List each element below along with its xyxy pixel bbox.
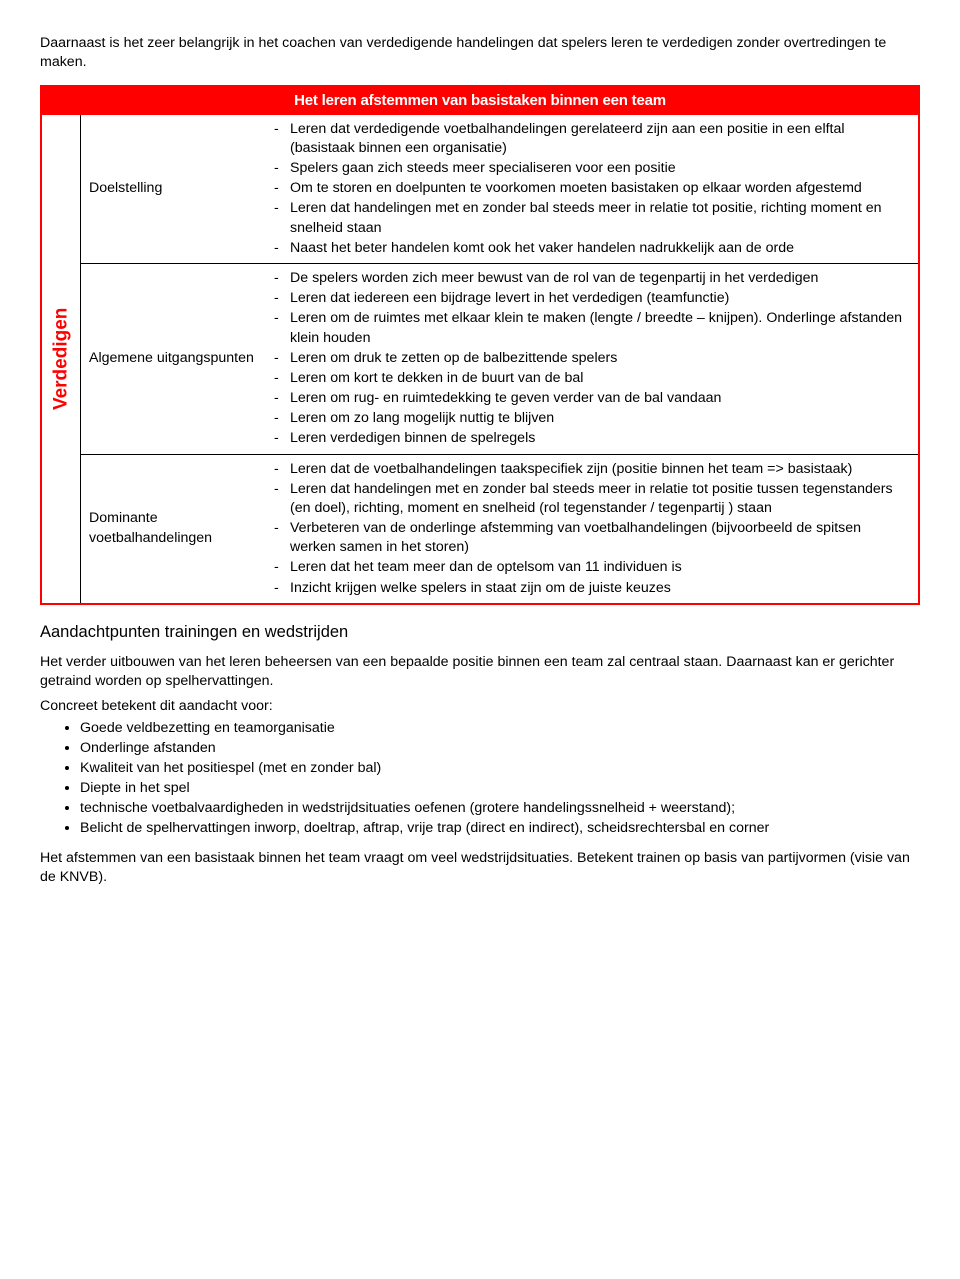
paragraph: Concreet betekent dit aandacht voor: bbox=[40, 697, 920, 716]
list-item: Leren om druk te zetten op de balbezitte… bbox=[288, 349, 910, 368]
table-row: Algemene uitgangspunten De spelers worde… bbox=[81, 263, 918, 454]
rotated-side-label: Verdedigen bbox=[48, 308, 74, 410]
row-content: Leren dat verdedigende voetbalhandelinge… bbox=[266, 115, 918, 263]
bullet-list: Goede veldbezetting en teamorganisatie O… bbox=[40, 719, 920, 839]
row-content: De spelers worden zich meer bewust van d… bbox=[266, 264, 918, 454]
closing-paragraph: Het afstemmen van een basistaak binnen h… bbox=[40, 849, 920, 887]
row-label-text: Dominante voetbalhandelingen bbox=[89, 509, 258, 547]
list-item: Om te storen en doelpunten te voorkomen … bbox=[288, 179, 910, 198]
list-item: Inzicht krijgen welke spelers in staat z… bbox=[288, 579, 910, 598]
list-item: Leren dat handelingen met en zonder bal … bbox=[288, 480, 910, 518]
list-item: Naast het beter handelen komt ook het va… bbox=[288, 239, 910, 258]
list-item: Leren dat de voetbalhandelingen taakspec… bbox=[288, 460, 910, 479]
list-item: Leren om rug- en ruimtedekking te geven … bbox=[288, 389, 910, 408]
list-item: Leren om zo lang mogelijk nuttig te blij… bbox=[288, 409, 910, 428]
list-item: technische voetbalvaardigheden in wedstr… bbox=[80, 799, 920, 818]
list-item: Leren verdedigen binnen de spelregels bbox=[288, 429, 910, 448]
row-label-uitgangspunten: Algemene uitgangspunten bbox=[81, 264, 266, 454]
table-row: Dominante voetbalhandelingen Leren dat d… bbox=[81, 454, 918, 603]
list-item: Verbeteren van de onderlinge afstemming … bbox=[288, 519, 910, 557]
list-item: De spelers worden zich meer bewust van d… bbox=[288, 269, 910, 288]
table-header: Het leren afstemmen van basistaken binne… bbox=[42, 87, 918, 115]
list-item: Belicht de spelhervattingen inworp, doel… bbox=[80, 819, 920, 838]
list-item: Goede veldbezetting en teamorganisatie bbox=[80, 719, 920, 738]
paragraph: Het verder uitbouwen van het leren behee… bbox=[40, 653, 920, 691]
rotated-side-column: Verdedigen bbox=[42, 115, 81, 603]
list-item: Leren dat verdedigende voetbalhandelinge… bbox=[288, 120, 910, 158]
list-item: Spelers gaan zich steeds meer specialise… bbox=[288, 159, 910, 178]
dash-list: Leren dat verdedigende voetbalhandelinge… bbox=[270, 120, 910, 258]
row-label-text: Doelstelling bbox=[89, 179, 162, 198]
dash-list: Leren dat de voetbalhandelingen taakspec… bbox=[270, 460, 910, 598]
list-item: Leren dat het team meer dan de optelsom … bbox=[288, 558, 910, 577]
intro-paragraph: Daarnaast is het zeer belangrijk in het … bbox=[40, 34, 920, 72]
list-item: Diepte in het spel bbox=[80, 779, 920, 798]
row-label-dominante: Dominante voetbalhandelingen bbox=[81, 455, 266, 603]
table-rows: Doelstelling Leren dat verdedigende voet… bbox=[81, 115, 918, 603]
list-item: Kwaliteit van het positiespel (met en zo… bbox=[80, 759, 920, 778]
section-heading: Aandachtpunten trainingen en wedstrijden bbox=[40, 621, 920, 643]
row-content: Leren dat de voetbalhandelingen taakspec… bbox=[266, 455, 918, 603]
row-label-text: Algemene uitgangspunten bbox=[89, 349, 254, 368]
table-outer: Het leren afstemmen van basistaken binne… bbox=[40, 85, 920, 605]
list-item: Leren om kort te dekken in de buurt van … bbox=[288, 369, 910, 388]
table-grid: Verdedigen Doelstelling Leren dat verded… bbox=[42, 115, 918, 603]
list-item: Leren dat iedereen een bijdrage levert i… bbox=[288, 289, 910, 308]
list-item: Leren om de ruimtes met elkaar klein te … bbox=[288, 309, 910, 347]
list-item: Leren dat handelingen met en zonder bal … bbox=[288, 199, 910, 237]
list-item: Onderlinge afstanden bbox=[80, 739, 920, 758]
document-page: Daarnaast is het zeer belangrijk in het … bbox=[0, 0, 960, 1279]
row-label-doelstelling: Doelstelling bbox=[81, 115, 266, 263]
dash-list: De spelers worden zich meer bewust van d… bbox=[270, 269, 910, 449]
table-row: Doelstelling Leren dat verdedigende voet… bbox=[81, 115, 918, 263]
